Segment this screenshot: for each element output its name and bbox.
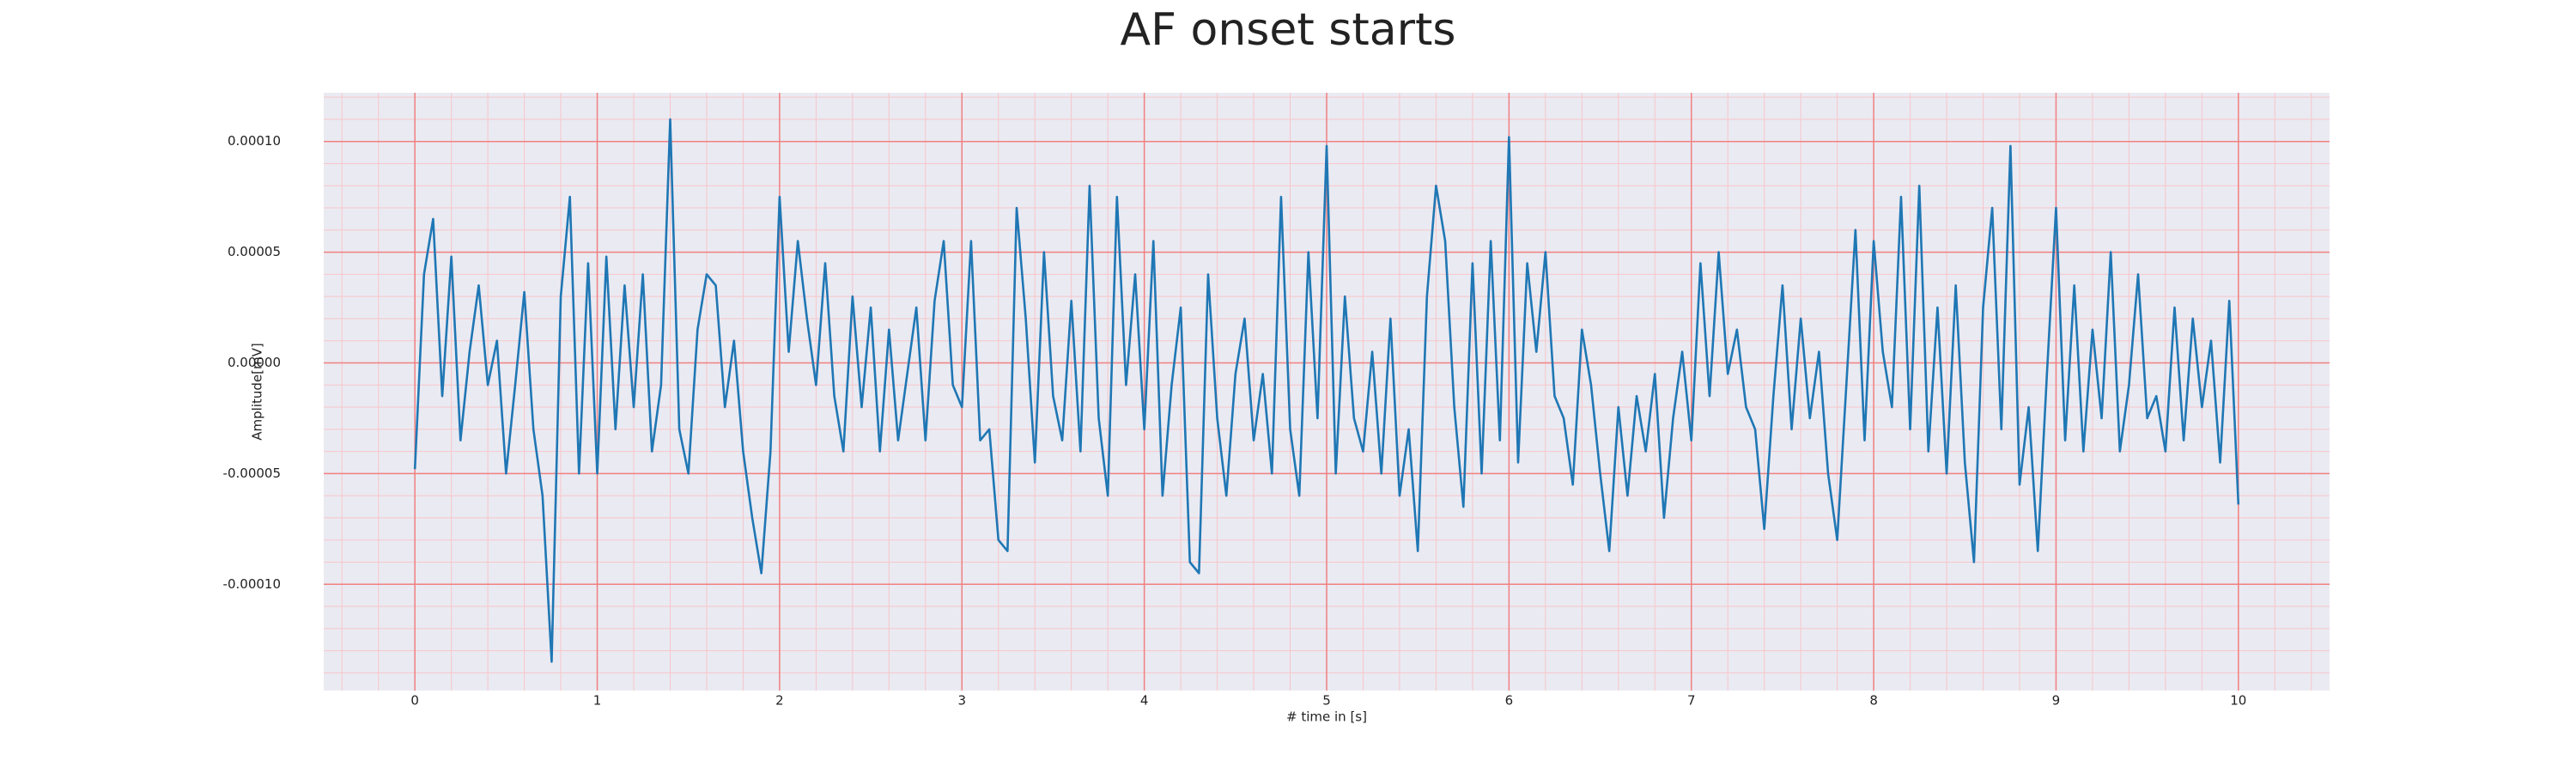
chart-title: AF onset starts	[1121, 4, 1456, 56]
x-tick-label: 0	[410, 693, 419, 709]
y-tick-label: 0.00000	[228, 355, 281, 370]
y-tick-label: 0.00005	[228, 244, 281, 259]
x-tick-label: 5	[1322, 693, 1331, 709]
signal-line	[413, 118, 2240, 663]
y-tick-label: 0.00010	[228, 133, 281, 149]
x-tick-label: 8	[1869, 693, 1878, 709]
x-tick-label: 1	[593, 693, 602, 709]
x-axis-label: # time in [s]	[1286, 709, 1367, 725]
y-tick-label: -0.00005	[223, 466, 281, 481]
x-tick-label: 3	[957, 693, 966, 709]
x-tick-label: 2	[775, 693, 784, 709]
x-tick-label: 7	[1687, 693, 1696, 709]
x-tick-label: 4	[1140, 693, 1149, 709]
x-tick-label: 10	[2230, 693, 2246, 709]
x-tick-label: 9	[2052, 693, 2061, 709]
x-tick-label: 6	[1505, 693, 1514, 709]
y-axis-label: Amplitude[mV]	[250, 343, 265, 440]
y-tick-label: -0.00010	[223, 576, 281, 592]
